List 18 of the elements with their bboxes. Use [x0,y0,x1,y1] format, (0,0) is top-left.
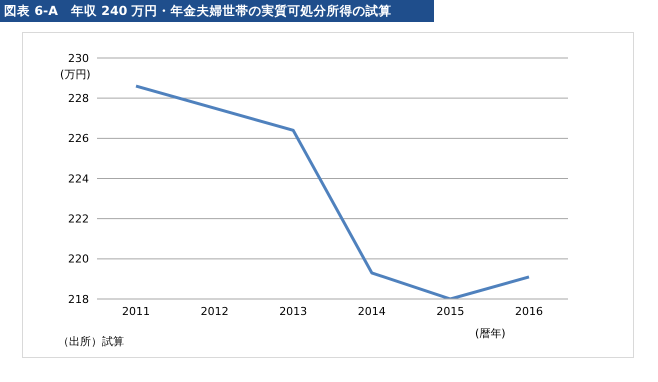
y-tick-label: 222 [68,212,89,226]
x-tick-label: 2011 [122,304,150,318]
y-tick-label: 218 [68,292,89,306]
y-tick-label: 220 [68,252,89,266]
y-axis-title: (万円) [60,67,91,82]
text: （出所）試算 [58,334,124,349]
x-axis-title: (暦年) [475,326,506,341]
y-tick-label: 228 [68,92,89,106]
line-series [134,84,530,299]
x-tick-label: 2013 [279,304,308,318]
x-tick-label: 2015 [436,304,464,318]
x-tick-label: 2014 [358,304,386,318]
chart-title: 図表 6-A 年収 240 万円・年金夫婦世帯の実質可処分所得の試算 [0,0,434,22]
x-tick-label: 2012 [200,304,229,318]
y-tick-label: 226 [68,132,89,146]
y-tick-label: 230 [68,52,89,65]
y-tick-label: 224 [68,172,89,186]
x-tick-label: 2016 [515,304,543,318]
